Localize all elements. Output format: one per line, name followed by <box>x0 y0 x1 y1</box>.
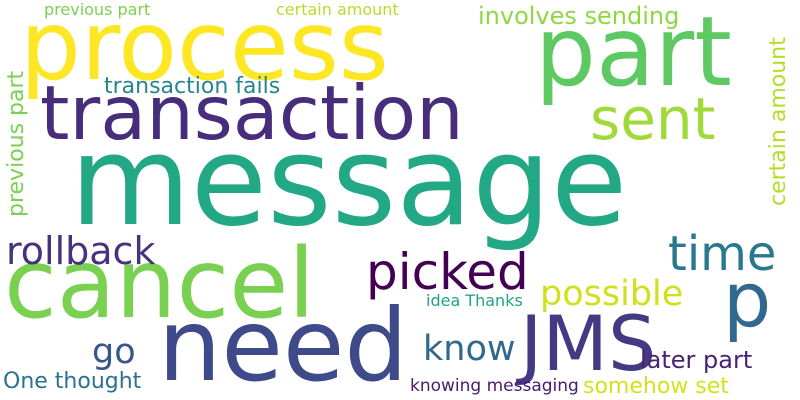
word-rollback: rollback <box>6 229 156 273</box>
word-know: know <box>423 329 516 369</box>
word-somehow-set: somehow set <box>583 374 729 399</box>
word-part: part <box>535 0 732 108</box>
word-time: time <box>668 226 777 282</box>
word-knowing-messaging: knowing messaging <box>410 376 579 396</box>
word-picked: picked <box>366 243 529 301</box>
word-transaction: transaction <box>40 69 464 157</box>
word-jms: JMS <box>520 299 657 388</box>
word-need: need <box>158 287 408 400</box>
word-process: process <box>20 0 389 102</box>
word-idea-thanks: previous part <box>44 0 151 19</box>
word-later-part: later part <box>640 346 753 374</box>
word-message: message <box>70 110 628 254</box>
word-certain-amount: certain amount <box>766 37 791 206</box>
word-sent: sent <box>590 85 716 153</box>
word-transaction-fails: transaction fails <box>104 74 281 99</box>
word-thanks-p: idea Thanks <box>426 291 523 310</box>
word-one-thought: One thought <box>3 369 142 394</box>
word-previous-part: previous part <box>4 70 29 217</box>
word-possible: possible <box>540 274 684 314</box>
word-better-idea: certain amount <box>276 0 399 19</box>
word-go: go <box>92 332 136 372</box>
word-cancel: cancel <box>4 228 315 340</box>
word-involves-sending: involves sending <box>478 2 680 30</box>
word-p: p <box>723 255 772 344</box>
